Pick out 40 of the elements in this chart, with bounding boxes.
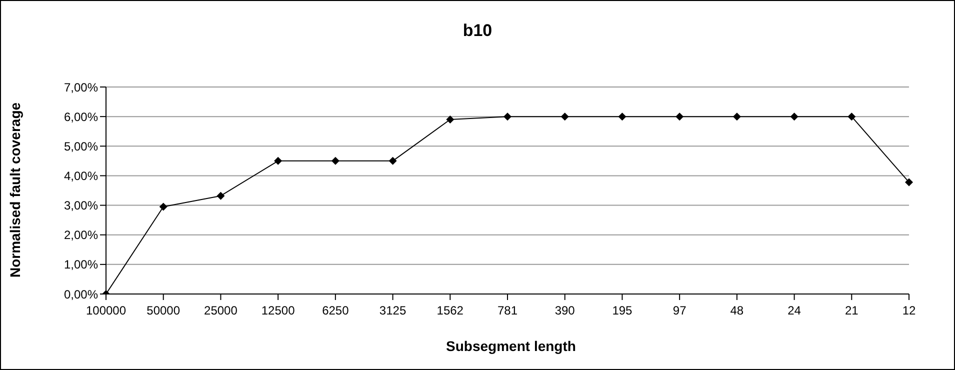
x-tick-label: 100000 bbox=[86, 304, 126, 318]
x-tick-label: 25000 bbox=[204, 304, 238, 318]
x-tick-label: 50000 bbox=[146, 304, 180, 318]
point bbox=[732, 112, 741, 121]
x-tick-label: 6250 bbox=[322, 304, 350, 318]
point bbox=[676, 112, 684, 121]
x-tick-label: 12 bbox=[902, 304, 916, 318]
y-tick-label: 0,00% bbox=[64, 287, 98, 302]
point bbox=[446, 116, 454, 124]
point bbox=[618, 112, 626, 121]
point bbox=[905, 178, 913, 186]
x-tick-label: 12500 bbox=[261, 304, 296, 318]
y-tick-label: 5,00% bbox=[64, 139, 98, 154]
point bbox=[159, 202, 168, 211]
y-tick-label: 6,00% bbox=[64, 110, 98, 124]
x-tick-label: 48 bbox=[730, 304, 744, 318]
y-tick-label: 3,00% bbox=[64, 198, 98, 213]
point bbox=[790, 112, 798, 121]
point bbox=[216, 192, 225, 200]
x-tick-label: 390 bbox=[554, 304, 576, 318]
point bbox=[560, 112, 569, 121]
y-axis-title: Normalised fault coverage bbox=[7, 102, 23, 278]
y-tick-label: 4,00% bbox=[64, 168, 98, 183]
y-tick-label: 1,00% bbox=[64, 258, 98, 272]
y-tick-label: 2,00% bbox=[64, 228, 98, 242]
point bbox=[274, 156, 282, 165]
x-tick-label: 3125 bbox=[379, 304, 406, 318]
x-tick-label: 97 bbox=[672, 304, 687, 318]
x-tick-label: 1562 bbox=[436, 304, 464, 318]
point bbox=[504, 112, 512, 121]
x-axis-title: Subsegment length bbox=[445, 338, 577, 354]
point bbox=[331, 156, 340, 165]
point bbox=[848, 112, 856, 121]
y-tick-label: 7,00% bbox=[64, 80, 98, 94]
x-tick-label: 781 bbox=[497, 304, 518, 318]
x-tick-label: 195 bbox=[612, 304, 633, 318]
chart-title: b10 bbox=[462, 21, 494, 41]
x-tick-label: 21 bbox=[844, 304, 859, 318]
point bbox=[388, 156, 397, 165]
x-tick-label: 24 bbox=[788, 304, 802, 318]
